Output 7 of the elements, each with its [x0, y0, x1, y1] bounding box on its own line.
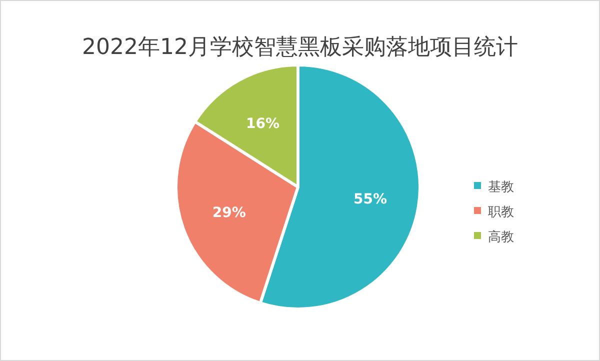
chart-title: 2022年12月学校智慧黑板采购落地项目统计 — [82, 35, 518, 60]
data-label: 16% — [246, 116, 280, 132]
legend-label: 高教 — [488, 229, 514, 245]
data-label: 55% — [354, 191, 388, 208]
legend-label: 基教 — [488, 180, 514, 195]
data-label: 29% — [212, 204, 246, 221]
legend-label: 职教 — [488, 205, 514, 220]
